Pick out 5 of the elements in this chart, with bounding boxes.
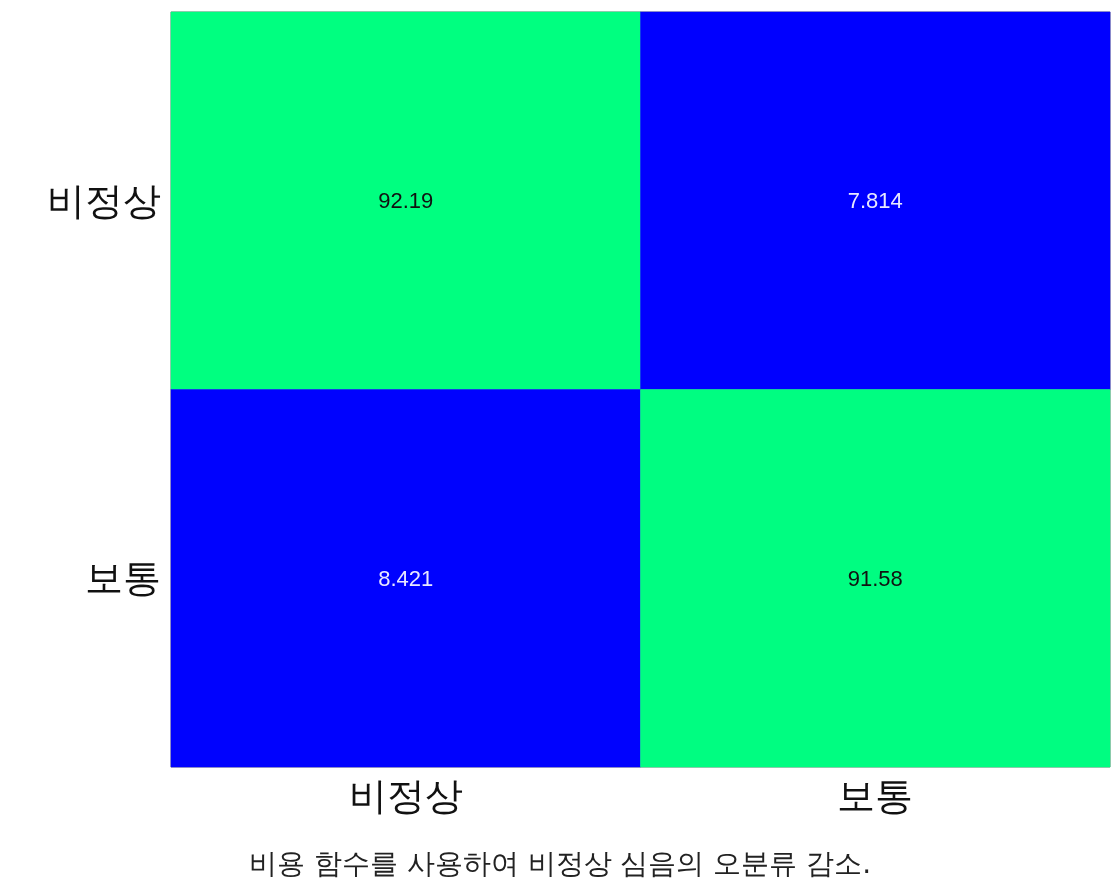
text: 비용 함수를 사용하여 비정상 심음의 오분류 감소. <box>248 846 872 880</box>
data-label: 8.421 <box>378 565 434 591</box>
data-label: 91.58 <box>847 565 903 591</box>
data-label: 7.814 <box>847 188 903 214</box>
data-label: 92.19 <box>378 188 434 214</box>
